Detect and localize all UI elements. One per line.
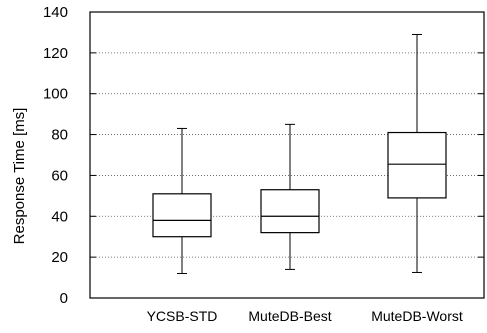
x-category-label: MuteDB-Worst	[371, 308, 463, 324]
iqr-box	[387, 131, 447, 199]
y-tick-label: 80	[51, 127, 68, 144]
y-tick-label: 60	[51, 167, 68, 184]
boxes-layer	[152, 33, 447, 274]
y-tick-label: 0	[60, 290, 68, 307]
y-tick-label: 20	[51, 249, 68, 266]
y-tick-label: 120	[43, 45, 68, 62]
y-tick-label: 40	[51, 208, 68, 225]
y-axis-label: Response Time [ms]	[11, 108, 28, 245]
axes-layer: 0 20 40 60 80 100 120 140 YCSB-STD MuteDB-Best Mut…	[43, 4, 485, 324]
plot-frame	[89, 11, 485, 299]
x-category-label: YCSB-STD	[147, 308, 218, 324]
iqr-box	[260, 189, 320, 234]
y-tick-label: 140	[43, 4, 68, 21]
iqr-box	[152, 193, 212, 238]
x-category-label: MuteDB-Best	[248, 308, 331, 324]
y-tick-label: 100	[43, 86, 68, 103]
